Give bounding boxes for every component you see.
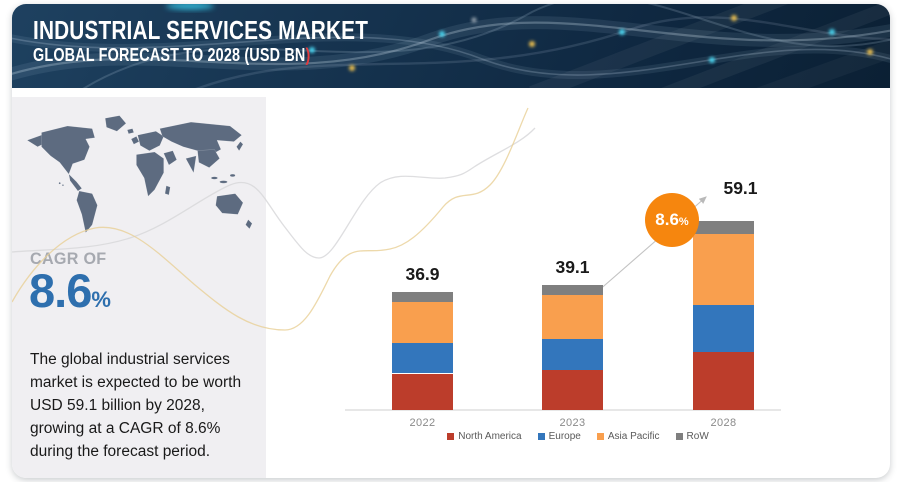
x-axis-line [345, 409, 781, 411]
hero-banner: INDUSTRIAL SERVICES MARKET GLOBAL FORECA… [12, 4, 890, 88]
legend-label: North America [458, 431, 522, 442]
hero-text-block: INDUSTRIAL SERVICES MARKET GLOBAL FORECA… [33, 16, 368, 66]
chart-legend: North America Europe Asia Pacific RoW [266, 431, 890, 442]
legend-swatch [675, 433, 683, 440]
bar-segment-north-america-2028 [693, 351, 754, 410]
bar-segment-row-2022 [392, 291, 453, 302]
legend-label: Europe [548, 431, 581, 442]
legend-swatch [596, 433, 604, 440]
badge-value: 8.6 [655, 210, 679, 229]
cagr-badge: 8.6% [645, 193, 699, 247]
chart-area: 36.9 2022 39.1 2023 59.1 2028 8.6% North Amer… [266, 95, 890, 478]
bar-segment-europe-2022 [392, 343, 453, 374]
bar-segment-europe-2028 [693, 305, 754, 352]
bar-segment-north-america-2023 [542, 370, 603, 410]
summary-text: The global industrial services market is… [30, 350, 242, 460]
world-map [26, 115, 253, 234]
x-tick-2023: 2023 [559, 417, 586, 429]
x-tick-2028: 2028 [710, 417, 737, 429]
infographic-card: INDUSTRIAL SERVICES MARKET GLOBAL FORECA… [12, 4, 890, 478]
legend-swatch [537, 433, 545, 440]
fiber-network-graphic [12, 4, 890, 88]
page-subtitle: GLOBAL FORECAST TO 2028 (USD BN) [33, 44, 311, 65]
legend-label: Asia Pacific [607, 431, 660, 442]
legend-item-north-america: North America [447, 431, 522, 442]
bar-segment-row-2028 [693, 220, 754, 235]
legend-swatch [447, 433, 455, 440]
total-label-2022: 36.9 [405, 264, 440, 284]
subtitle-accent-paren: ) [305, 44, 311, 65]
bar-segment-north-america-2022 [392, 373, 453, 410]
summary-panel: CAGR OF 8.6% The global industrial servi… [12, 97, 266, 478]
cagr-percent-sign: % [91, 287, 111, 312]
bar-segment-row-2023 [542, 284, 603, 295]
bar-segment-europe-2023 [542, 339, 603, 370]
legend-item-row: RoW [675, 431, 709, 442]
legend-item-asia-pacific: Asia Pacific [596, 431, 660, 442]
legend-item-europe: Europe [537, 431, 581, 442]
total-label-2028: 59.1 [723, 178, 758, 198]
total-label-2023: 39.1 [555, 257, 590, 277]
bar-segment-asia-pacific-2028 [693, 234, 754, 306]
cagr-number: 8.6 [29, 264, 92, 317]
badge-percent-sign: % [678, 215, 689, 228]
bar-segment-asia-pacific-2023 [542, 294, 603, 339]
x-tick-2022: 2022 [409, 417, 436, 429]
page-title: INDUSTRIAL SERVICES MARKET [33, 15, 369, 45]
bar-segment-asia-pacific-2022 [392, 301, 453, 344]
legend-label: RoW [686, 431, 709, 442]
cagr-value: 8.6% [29, 267, 111, 314]
